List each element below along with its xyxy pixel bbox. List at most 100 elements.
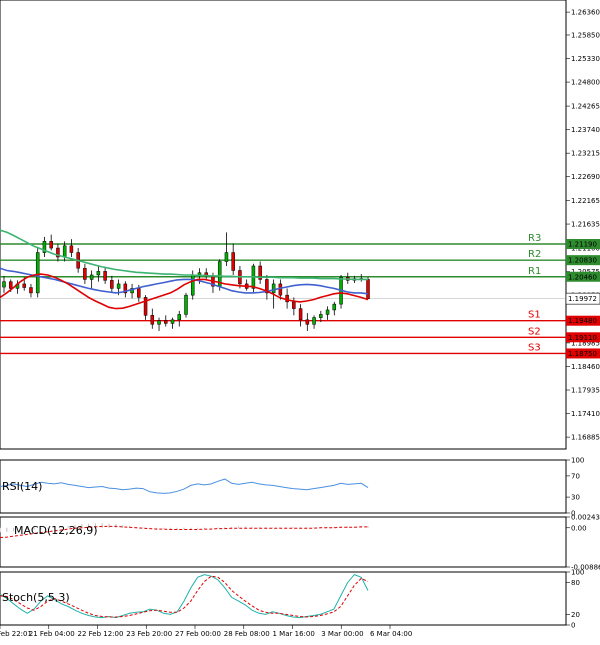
pivot-levels: R3 R2 R1 S1 S2 S3 — [0, 233, 566, 355]
candle-body — [35, 252, 40, 294]
rsi-tick-label: 100 — [571, 457, 584, 465]
time-tick-label: 6 Mar 04:00 — [370, 630, 412, 638]
candle-body — [332, 303, 337, 311]
candle-body — [190, 274, 195, 296]
rsi-panel[interactable]: RSI(14) — [0, 459, 567, 514]
level-tag-r2 — [566, 255, 600, 266]
candle-body — [285, 294, 289, 303]
price-panel[interactable]: R3 R2 R1 S1 S2 S3 — [0, 0, 567, 450]
level-tag-label-s2: 1.19110 — [568, 334, 597, 342]
candle-body — [231, 252, 235, 271]
candle-body — [292, 301, 296, 309]
candle-body — [103, 271, 107, 281]
candle-body — [177, 314, 182, 321]
stoch-tick-label: 0 — [571, 622, 575, 630]
macd-histogram-and-signal — [0, 523, 369, 538]
candle-body — [224, 252, 229, 262]
time-tick-label: 3 Mar 00:00 — [321, 630, 363, 638]
macd-tick-label: 0.00 — [571, 524, 587, 532]
time-tick-label: 27 Feb 00:00 — [175, 630, 221, 638]
candle-body — [184, 294, 188, 315]
candle-body — [157, 320, 161, 325]
level-name-s2: S2 — [528, 326, 541, 337]
candle-body — [319, 314, 323, 318]
level-tag-label-r3: 1.21190 — [568, 241, 597, 249]
level-tag-label-r2: 1.20830 — [568, 257, 597, 265]
candle-body — [69, 245, 74, 253]
candle-body — [170, 319, 175, 324]
candle-body — [298, 308, 303, 321]
current-price-label: 1.19972 — [568, 295, 597, 303]
rsi-axis: 100 70 30 0 — [566, 457, 584, 518]
rsi-tick-label: 70 — [571, 472, 580, 480]
stochastic-lines — [0, 574, 369, 619]
candle-body — [110, 280, 114, 289]
candle-body — [123, 283, 128, 294]
time-tick-label: 28 Feb 08:00 — [224, 630, 270, 638]
level-name-s3: S3 — [528, 342, 541, 353]
macd-tick-label: -0.008868 — [571, 564, 600, 572]
price-tick-label: 1.23215 — [571, 150, 600, 158]
candle-body — [137, 288, 141, 298]
candle-body — [143, 297, 148, 316]
level-name-r3: R3 — [528, 233, 541, 244]
ma-green-line — [0, 229, 368, 281]
macd-tick-label: 0.002433 — [571, 514, 600, 522]
rsi-label: RSI(14) — [2, 480, 42, 493]
price-tick-label: 1.24800 — [571, 79, 600, 87]
level-name-r1: R1 — [528, 266, 541, 277]
stoch-panel[interactable]: Stoch(5,5,3) — [0, 571, 567, 626]
level-tag-s3 — [566, 348, 600, 359]
candle-body — [96, 271, 101, 276]
stoch-axis: 100 80 20 0 — [566, 569, 584, 630]
rsi-tick-label: 0 — [571, 510, 575, 518]
candle-body — [305, 319, 310, 325]
level-price-tags: 1.21190 1.20830 1.20460 1.19480 1.19110 1.187… — [566, 239, 600, 359]
level-tag-label-s3: 1.18750 — [568, 350, 597, 358]
rsi-path — [0, 478, 369, 494]
price-tick-label: 1.25330 — [571, 55, 600, 63]
rsi-tick-label: 30 — [571, 494, 580, 502]
price-tick-label: 1.22690 — [571, 173, 600, 181]
candle-body — [22, 283, 26, 288]
price-axis: 1.26360 1.25850 1.25330 1.24800 1.24265 1.237… — [566, 9, 600, 442]
macd-panel[interactable]: MACD(12,26,9) — [0, 516, 567, 568]
candle-body — [366, 279, 370, 299]
time-tick-label: 23 Feb 20:00 — [126, 630, 172, 638]
price-tick-label: 1.25850 — [571, 31, 600, 39]
level-tag-r3 — [566, 239, 600, 250]
candle-body — [164, 320, 168, 324]
candle-body — [56, 247, 60, 258]
price-tick-label: 1.16885 — [571, 434, 600, 442]
ma-red-line — [0, 273, 369, 310]
moving-averages — [0, 229, 369, 310]
time-tick-label: 21 Feb 22:01 — [0, 630, 32, 638]
rsi-line — [0, 478, 369, 494]
candle-body — [8, 281, 13, 289]
level-tag-s1 — [566, 315, 600, 326]
candle-body — [2, 281, 6, 288]
candle-body — [258, 265, 262, 280]
price-tick-label: 1.17935 — [571, 387, 600, 395]
macd-signal-path — [0, 525, 368, 538]
candle-body — [49, 241, 53, 249]
candle-body — [89, 274, 94, 280]
price-tick-label: 1.18985 — [571, 339, 600, 347]
candle-body — [271, 283, 276, 294]
stoch-tick-label: 20 — [571, 611, 580, 619]
macd-label: MACD(12,26,9) — [14, 524, 98, 537]
stoch-label: Stoch(5,5,3) — [2, 591, 70, 604]
price-tick-label: 1.26360 — [571, 9, 600, 17]
level-tag-r1 — [566, 271, 600, 282]
price-tick-label: 1.21635 — [571, 221, 600, 229]
candle-body — [265, 279, 269, 294]
price-tick-label: 1.18460 — [571, 363, 600, 371]
candle-body — [312, 317, 316, 325]
stoch-tick-label: 100 — [571, 569, 584, 577]
level-tag-label-r1: 1.20460 — [568, 273, 597, 281]
price-tick-label: 1.17410 — [571, 410, 600, 418]
candle-body — [62, 245, 67, 258]
time-tick-label: 1 Mar 16:00 — [273, 630, 315, 638]
